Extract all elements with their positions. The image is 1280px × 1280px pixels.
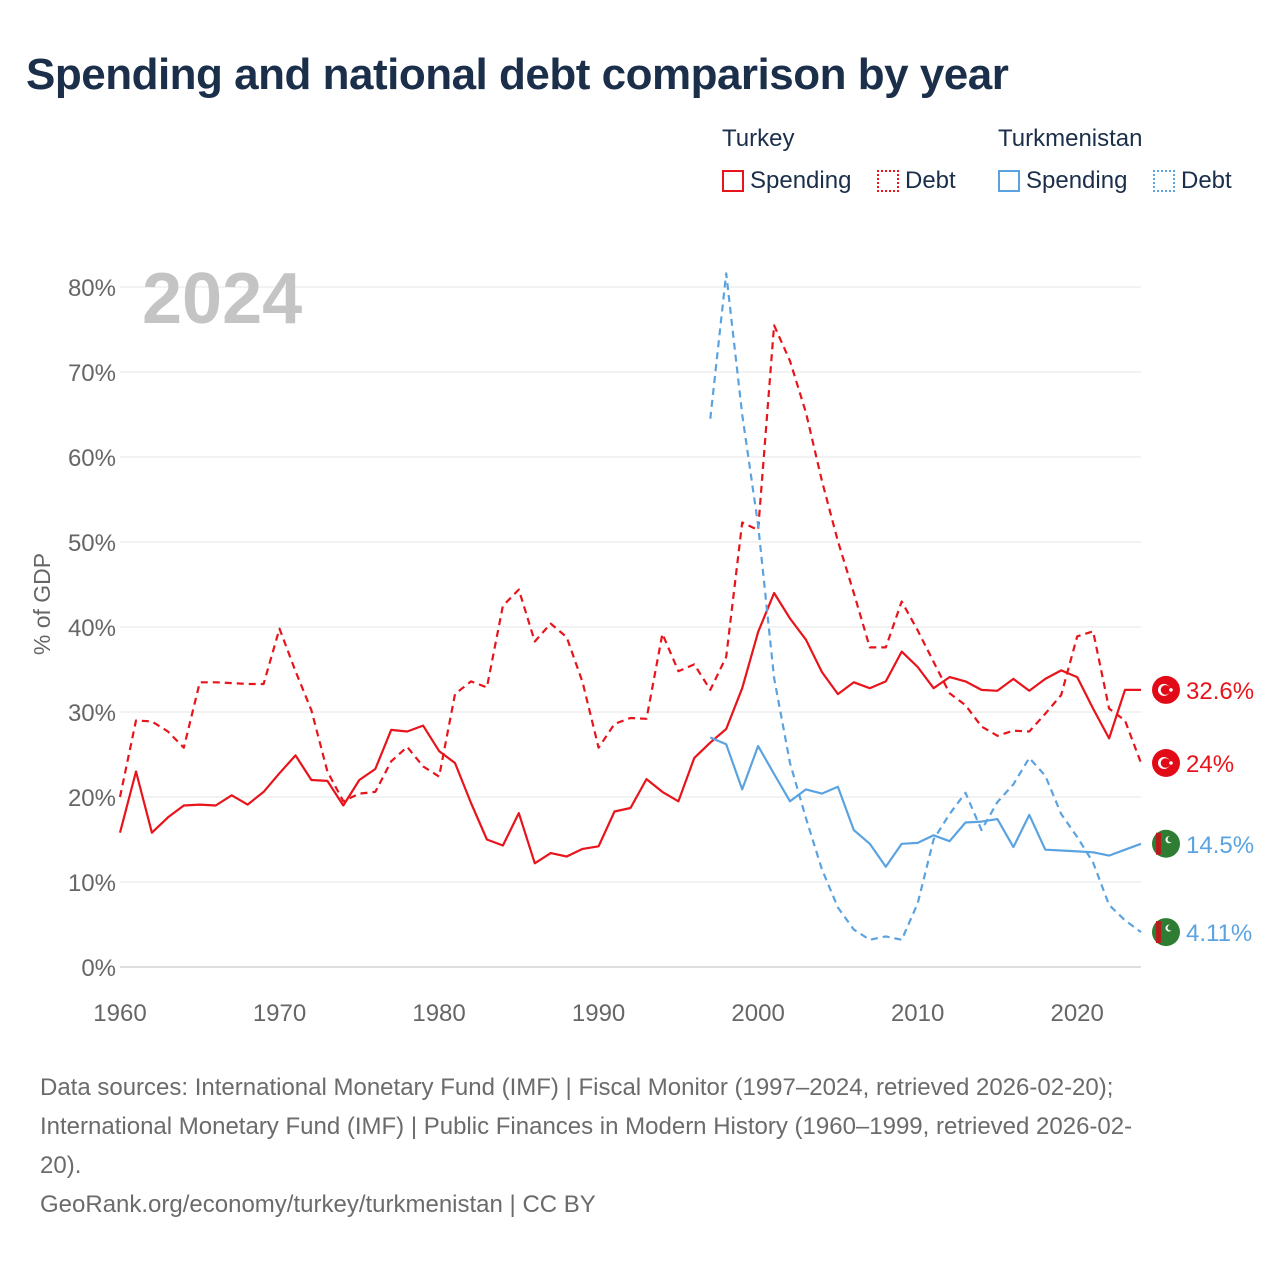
x-tick-label: 2000 xyxy=(731,1000,784,1027)
end-value-label: 14.5% xyxy=(1186,832,1254,859)
legend-turkey-debt[interactable]: Debt xyxy=(877,167,956,195)
y-tick-label: 30% xyxy=(68,700,116,727)
y-tick-label: 10% xyxy=(68,870,116,897)
x-tick-label: 1980 xyxy=(412,1000,465,1027)
legend-turkmenistan-debt[interactable]: Debt xyxy=(1153,167,1232,195)
legend-turkmenistan-spending[interactable]: Spending xyxy=(998,167,1127,195)
attribution-link[interactable]: GeoRank.org/economy/turkey/turkmenistan … xyxy=(40,1191,596,1218)
end-marker xyxy=(1152,675,1180,704)
x-tick-label: 2010 xyxy=(891,1000,944,1027)
flag-band xyxy=(1156,832,1161,855)
y-tick-label: 0% xyxy=(81,955,116,982)
series-line-turkey-debt[interactable] xyxy=(118,324,1143,803)
legend-dotted-blue-swatch xyxy=(1153,170,1175,192)
legend-label: Spending xyxy=(1026,167,1128,194)
data-sources: Data sources: International Monetary Fun… xyxy=(40,1068,1240,1224)
star-dot xyxy=(1169,761,1173,765)
legend-solid-blue-swatch xyxy=(998,170,1020,192)
year-label: 2024 xyxy=(142,259,302,339)
y-tick-label: 20% xyxy=(68,785,116,812)
crescent-inner xyxy=(1167,924,1174,931)
flag-band xyxy=(1156,921,1161,944)
x-tick-label: 1970 xyxy=(253,1000,306,1027)
end-value-label: 4.11% xyxy=(1186,920,1252,947)
x-tick-label: 2020 xyxy=(1050,1000,1103,1027)
star-dot xyxy=(1169,688,1173,692)
y-tick-label: 60% xyxy=(68,445,116,472)
end-value-label: 32.6% xyxy=(1186,678,1254,705)
chart-title: Spending and national debt comparison by… xyxy=(26,50,1009,99)
legend-solid-red-swatch xyxy=(722,170,744,192)
y-tick-label: 70% xyxy=(68,360,116,387)
crescent-inner xyxy=(1160,758,1171,768)
series-line-turkmenistan-spending[interactable] xyxy=(709,736,1142,868)
series-line-turkey-spending[interactable] xyxy=(118,591,1141,865)
source-line-3: 20). xyxy=(40,1152,82,1179)
crescent-inner xyxy=(1160,685,1171,695)
y-tick-label: 40% xyxy=(68,615,116,642)
line-chart: 2024 % of GDP 0% 10% 20% 30% 40% 50% 60% 70% 80%… xyxy=(29,259,1254,1027)
source-line-1: Data sources: International Monetary Fun… xyxy=(40,1074,1114,1101)
y-axis-label: % of GDP xyxy=(29,553,55,655)
legend-dotted-red-swatch xyxy=(877,170,899,192)
end-marker xyxy=(1152,749,1180,777)
legend-group-turkey: Turkey xyxy=(722,125,795,152)
y-tick-label: 50% xyxy=(68,530,116,557)
x-tick-label: 1960 xyxy=(93,1000,146,1027)
source-line-2: International Monetary Fund (IMF) | Publ… xyxy=(40,1113,1133,1140)
crescent-inner xyxy=(1167,836,1174,843)
legend-group-turkmenistan: Turkmenistan xyxy=(998,125,1143,152)
end-marker xyxy=(1152,918,1180,947)
legend-turkey-spending[interactable]: Spending xyxy=(722,167,851,195)
x-tick-label: 1990 xyxy=(572,1000,625,1027)
series-line-turkmenistan-debt[interactable] xyxy=(709,272,1142,941)
legend-label: Debt xyxy=(1181,167,1232,194)
legend-label: Spending xyxy=(750,167,852,194)
legend-label: Debt xyxy=(905,167,956,194)
end-marker xyxy=(1152,829,1180,858)
y-tick-label: 80% xyxy=(68,275,116,302)
end-value-label: 24% xyxy=(1186,751,1234,778)
